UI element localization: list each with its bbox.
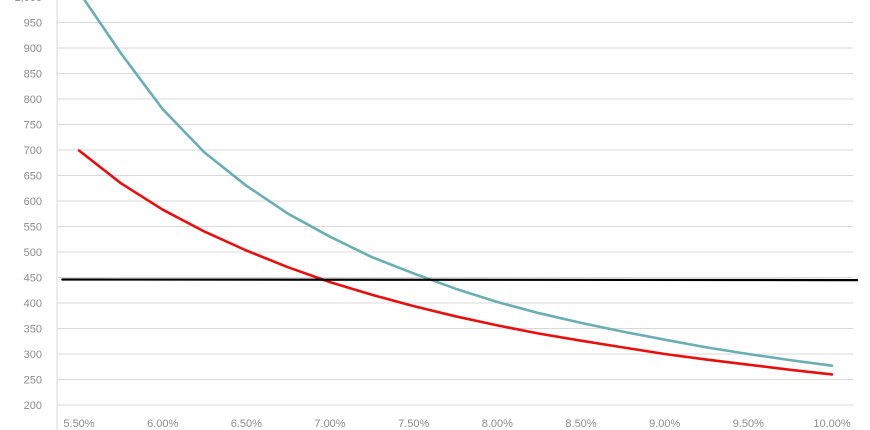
y-tick-label: 700 [24, 145, 42, 157]
y-tick-label: 1,000 [14, 0, 42, 4]
series-line-1 [82, 0, 834, 368]
y-axis-ticks: 200 250 300 350 400 450 500 550 600 650 700 750 800 8… [14, 0, 42, 412]
y-tick-label: 500 [24, 247, 42, 259]
series-lines [61, 0, 859, 376]
x-tick-label: 9.00% [649, 418, 680, 430]
y-tick-label: 300 [24, 349, 42, 361]
x-tick-label: 6.00% [147, 418, 178, 430]
x-tick-label: 8.50% [565, 418, 596, 430]
gridlines [56, 0, 853, 430]
y-tick-label: 250 [24, 375, 42, 387]
series-line-2 [77, 149, 834, 376]
y-tick-label: 600 [24, 196, 42, 208]
y-tick-label: 400 [24, 298, 42, 310]
x-tick-label: 8.00% [482, 418, 513, 430]
y-tick-label: 450 [24, 273, 42, 285]
x-tick-label: 7.00% [314, 418, 345, 430]
y-tick-label: 800 [24, 94, 42, 106]
y-tick-label: 650 [24, 171, 42, 183]
y-tick-label: 900 [24, 43, 42, 55]
y-tick-label: 350 [24, 324, 42, 336]
y-tick-label: 200 [24, 400, 42, 412]
x-axis-ticks: 5.50% 6.00% 6.50% 7.00% 7.50% 8.00% 8.50% 9.00%… [63, 418, 850, 430]
y-tick-label: 750 [24, 120, 42, 132]
series-line-3 [61, 278, 859, 282]
y-tick-label: 850 [24, 69, 42, 81]
x-tick-label: 6.50% [231, 418, 262, 430]
y-tick-label: 550 [24, 222, 42, 234]
x-tick-label: 9.50% [733, 418, 764, 430]
x-tick-label: 10.00% [813, 418, 851, 430]
x-tick-label: 5.50% [63, 418, 94, 430]
y-tick-label: 950 [24, 18, 42, 30]
x-tick-label: 7.50% [398, 418, 429, 430]
